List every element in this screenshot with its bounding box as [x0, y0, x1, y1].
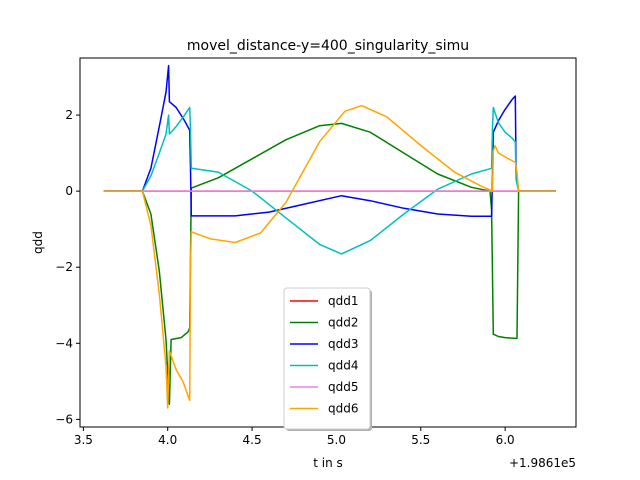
y-tick-label: 2	[65, 108, 73, 122]
legend-label-qdd1: qdd1	[328, 294, 359, 308]
x-tick-label: 3.5	[74, 433, 93, 447]
series-layer	[103, 64, 556, 409]
legend-label-qdd5: qdd5	[328, 380, 359, 394]
x-tick-label: 5.5	[411, 433, 430, 447]
ticks-layer: 3.5 4.0 4.5 5.0 5.5 6.0 −6 −4 −2 0 2	[55, 108, 514, 447]
x-axis-offset-label: +1.9861e5	[509, 456, 576, 470]
x-axis-label: t in s	[313, 456, 343, 470]
series-line-qdd6	[103, 104, 556, 409]
y-tick-label: 0	[65, 184, 73, 198]
x-tick-label: 6.0	[496, 433, 515, 447]
chart-title: movel_distance-y=400_singularity_simu	[187, 38, 469, 54]
legend-label-qdd6: qdd6	[328, 402, 359, 416]
y-tick-label: −2	[55, 260, 73, 274]
x-tick-label: 5.0	[327, 433, 346, 447]
legend-label-qdd4: qdd4	[328, 359, 359, 373]
x-tick-label: 4.5	[243, 433, 262, 447]
x-tick-label: 4.0	[158, 433, 177, 447]
legend: qdd1 qdd2 qdd3 qdd4 qdd5 qdd6	[283, 287, 372, 431]
y-tick-label: −6	[55, 412, 73, 426]
series-line-qdd4	[103, 106, 556, 255]
y-axis-label: qdd	[31, 231, 45, 254]
y-tick-label: −4	[55, 336, 73, 350]
series-line-qdd3	[103, 64, 556, 218]
legend-label-qdd3: qdd3	[328, 337, 359, 351]
legend-label-qdd2: qdd2	[328, 316, 359, 330]
